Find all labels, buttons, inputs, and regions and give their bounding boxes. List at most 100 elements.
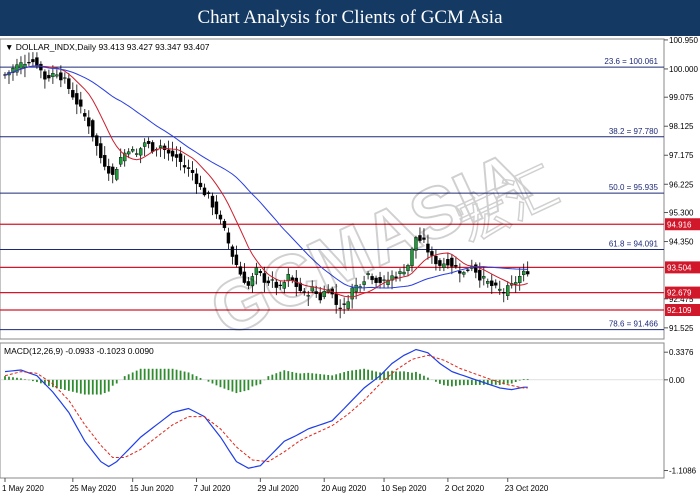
candle-body: [406, 265, 410, 271]
date-tick-label: 7 Jul 2020: [194, 484, 231, 493]
candle: [278, 280, 283, 290]
date-tick-label: 1 May 2020: [2, 484, 44, 493]
candle: [490, 274, 494, 294]
candle-body: [514, 282, 518, 285]
candle: [111, 163, 115, 184]
candle: [67, 73, 71, 95]
candle-body: [111, 166, 115, 175]
fibonacci-lines: 23.6 = 100.061 38.2 = 97.780 50.0 = 95.935…: [0, 57, 664, 331]
candle-body: [498, 288, 502, 291]
candle-body: [186, 167, 191, 169]
price-tick-label: 100.000: [669, 65, 698, 74]
candle-body: [130, 149, 135, 152]
candle: [466, 268, 470, 273]
candle-body: [142, 142, 147, 147]
candle: [206, 190, 211, 199]
candle-body: [282, 282, 286, 289]
level-tag-label: 93.504: [667, 263, 692, 272]
candle-body: [138, 148, 143, 156]
candle: [434, 249, 438, 271]
fib-label: 50.0 = 95.935: [609, 183, 659, 192]
candle: [23, 54, 27, 78]
candle-body: [366, 273, 370, 276]
candle: [15, 58, 19, 76]
level-tag-label: 94.916: [667, 220, 692, 229]
price-tick-label: 94.350: [669, 238, 694, 247]
candle: [242, 263, 247, 285]
candle-body: [238, 266, 243, 275]
candle: [402, 264, 406, 277]
macd-main-line: [4, 348, 528, 469]
candle-body: [11, 68, 15, 73]
candle-body: [314, 291, 318, 294]
candle-body: [402, 271, 406, 275]
candle: [75, 84, 79, 115]
candle-body: [91, 120, 95, 138]
candle-body: [51, 73, 55, 78]
candle: [462, 270, 466, 278]
candle-body: [394, 276, 398, 279]
candle: [134, 148, 139, 158]
candle-body: [418, 235, 422, 241]
candle-body: [194, 173, 199, 185]
macd-axis: 0.3376 0.00 -1.1086: [664, 348, 697, 476]
date-axis: 1 May 2020 25 May 2020 15 Jun 2020 7 Jul 20…: [2, 478, 549, 493]
candle: [414, 235, 418, 259]
candle-body: [222, 220, 227, 229]
fib-label: 23.6 = 100.061: [604, 57, 658, 66]
date-tick-label: 25 May 2020: [70, 484, 117, 493]
candle-body: [506, 285, 510, 296]
candle-body: [338, 307, 342, 309]
candle: [438, 258, 442, 271]
banner-title: Chart Analysis for Clients of GCM Asia: [197, 7, 503, 28]
candle-body: [134, 153, 139, 155]
candle: [95, 133, 99, 156]
candle-body: [478, 269, 482, 281]
candle: [182, 155, 187, 174]
candle-body: [67, 78, 71, 89]
candle-body: [218, 214, 223, 220]
date-tick-label: 20 Aug 2020: [321, 484, 366, 493]
candle-body: [119, 157, 123, 165]
candle-body: [47, 74, 51, 79]
candle: [458, 263, 462, 283]
candle-body: [122, 152, 127, 162]
candle: [186, 159, 191, 177]
candle-body: [442, 263, 446, 268]
candle: [366, 271, 370, 280]
candle-body: [306, 295, 310, 297]
candle-body: [382, 279, 386, 281]
candle: [202, 183, 207, 197]
candle-body: [462, 272, 466, 275]
price-chart: 100.950 100.000 99.075 98.125 97.175 96.225 95…: [0, 36, 700, 493]
price-tick-label: 97.175: [669, 151, 694, 160]
candle: [27, 52, 31, 66]
candle: [130, 146, 135, 153]
candle: [79, 91, 83, 114]
candle-body: [174, 154, 179, 158]
chart-banner: Chart Analysis for Clients of GCM Asia: [0, 0, 700, 36]
moving-average-fast: [4, 65, 528, 298]
candle: [342, 297, 346, 314]
candle-body: [410, 248, 414, 267]
candle: [218, 210, 223, 225]
candle: [138, 146, 143, 164]
candle: [194, 168, 199, 194]
price-tick-label: 91.525: [669, 324, 694, 333]
level-tag-label: 92.109: [667, 306, 692, 315]
candle-body: [446, 259, 450, 266]
candle-body: [422, 237, 426, 240]
candle-body: [482, 276, 486, 279]
macd-histogram: [4, 368, 529, 395]
candle-body: [502, 292, 506, 294]
candle: [230, 244, 235, 265]
candle-body: [430, 251, 434, 256]
price-tick-label: 96.225: [669, 180, 694, 189]
candle-body: [230, 246, 235, 257]
candle-body: [350, 287, 354, 300]
macd-signal-line: [4, 354, 528, 463]
candle-body: [342, 303, 346, 305]
candle: [398, 268, 402, 282]
price-tick-label: 92.475: [669, 295, 694, 304]
candle: [350, 283, 354, 309]
